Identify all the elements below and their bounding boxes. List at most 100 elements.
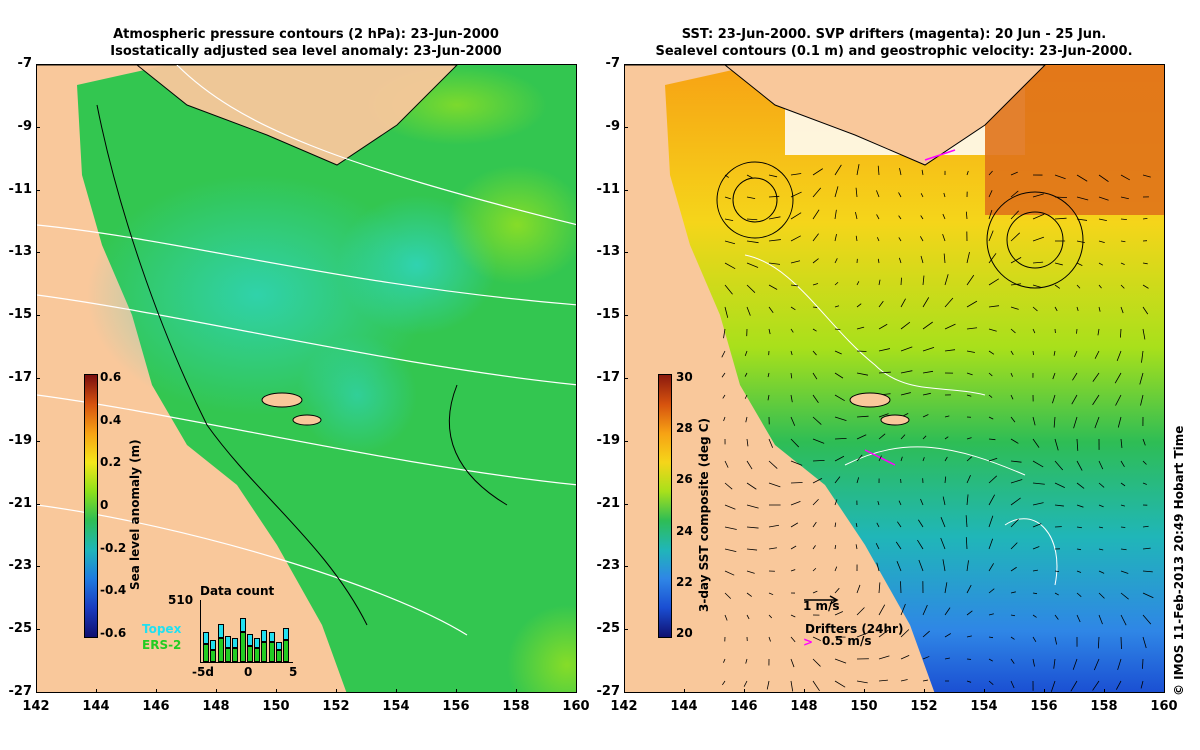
velocity-arrow [878,323,888,330]
y-tick-label: -25 [596,621,621,637]
histogram-bar-topex [276,642,282,650]
velocity-arrow [1120,240,1126,243]
velocity-arrow [966,475,971,484]
velocity-arrow [1054,196,1067,199]
velocity-arrow [878,655,890,660]
velocity-arrow [943,253,946,264]
velocity-arrow [988,563,994,572]
velocity-arrow [1117,658,1122,671]
x-tick-label: 154 [382,699,410,714]
velocity-arrow [834,372,844,379]
velocity-arrow [920,215,924,220]
y-tick-label: -19 [8,432,33,448]
velocity-arrow [723,658,726,663]
velocity-arrow [1010,372,1013,377]
pressure-contour [176,65,576,226]
x-tick-label: 160 [1150,699,1178,714]
velocity-arrow [812,328,817,332]
velocity-arrow [1076,526,1082,529]
pressure-contour [37,504,468,636]
velocity-arrow [900,298,906,308]
velocity-arrow [1142,306,1149,315]
velocity-arrow [900,679,908,682]
velocity-arrow [877,258,880,264]
velocity-arrow [724,592,732,599]
x-tick-label: 148 [790,699,818,714]
velocity-arrow [790,212,802,220]
y-tick [36,189,40,191]
velocity-arrow [898,237,902,242]
velocity-arrow [1092,372,1100,382]
velocity-arrow [812,372,818,380]
velocity-arrow [1032,523,1042,528]
y-tick-label: -23 [8,558,33,574]
histogram-bar-ers2 [254,648,261,662]
velocity-arrow [922,604,928,616]
velocity-arrow [834,281,839,286]
velocity-arrow [723,416,726,422]
x-tick [804,689,805,693]
left-title: Atmospheric pressure contours (2 hPa): 2… [36,26,576,60]
velocity-arrow [1032,261,1044,264]
velocity-arrow [724,504,736,510]
velocity-arrow [790,545,797,550]
x-tick [924,689,925,693]
velocity-arrow [944,582,948,594]
velocity-arrow [922,370,934,374]
velocity-arrow [900,434,906,440]
velocity-arrow [855,522,858,528]
velocity-arrow [1032,636,1037,643]
sealevel-contour [1004,518,1058,586]
sla-colorbar [84,374,98,638]
y-tick [624,189,628,191]
velocity-arrow [988,416,994,420]
x-tick-label: 158 [1090,699,1118,714]
velocity-arrow [944,476,947,484]
sst-map [624,64,1165,693]
velocity-arrow [876,214,880,220]
colorbar-tick-label: 0 [100,498,109,512]
velocity-arrow [922,435,927,440]
histogram-bar-ers2 [232,648,239,662]
x-tick-label: 154 [970,699,998,714]
right-title: SST: 23-Jun-2000. SVP drifters (magenta)… [624,26,1164,60]
y-tick [36,64,40,65]
velocity-arrow [1054,482,1065,489]
velocity-arrow [1072,372,1078,381]
velocity-arrow [966,584,972,594]
velocity-arrow [1010,591,1016,594]
velocity-arrow [746,196,756,200]
velocity-arrow [1070,680,1078,692]
velocity-arrow [834,258,838,264]
y-tick-label: -15 [8,307,33,323]
velocity-arrow [1032,546,1040,550]
velocity-arrow [1142,328,1146,340]
x-tick-label: 148 [202,699,230,714]
velocity-arrow [878,679,888,682]
histogram-bar-topex [217,624,224,638]
velocity-arrow [1142,658,1144,669]
colorbar-tick-label: 24 [676,523,693,538]
velocity-arrow [790,306,796,311]
velocity-arrow [1098,460,1104,470]
y-tick-label: -15 [596,307,621,323]
velocity-arrow [944,607,951,616]
velocity-arrow [1010,306,1019,310]
velocity-arrow [768,195,780,198]
data-count-title: Data count [200,584,275,598]
velocity-arrow [1032,328,1036,334]
x-tick [576,689,577,693]
bathymetry-contour [448,384,508,506]
velocity-arrow [834,164,842,176]
velocity-arrow [724,306,729,318]
velocity-arrow [855,544,858,550]
velocity-arrow [812,233,819,242]
x-tick [624,689,625,693]
velocity-arrow [812,283,819,286]
right-title-line1: SST: 23-Jun-2000. SVP drifters (magenta)… [681,27,1107,42]
x-tick [336,689,337,693]
velocity-arrow [834,437,847,440]
velocity-arrow [1074,350,1078,358]
velocity-arrow [1115,394,1122,406]
y-tick [624,315,628,317]
